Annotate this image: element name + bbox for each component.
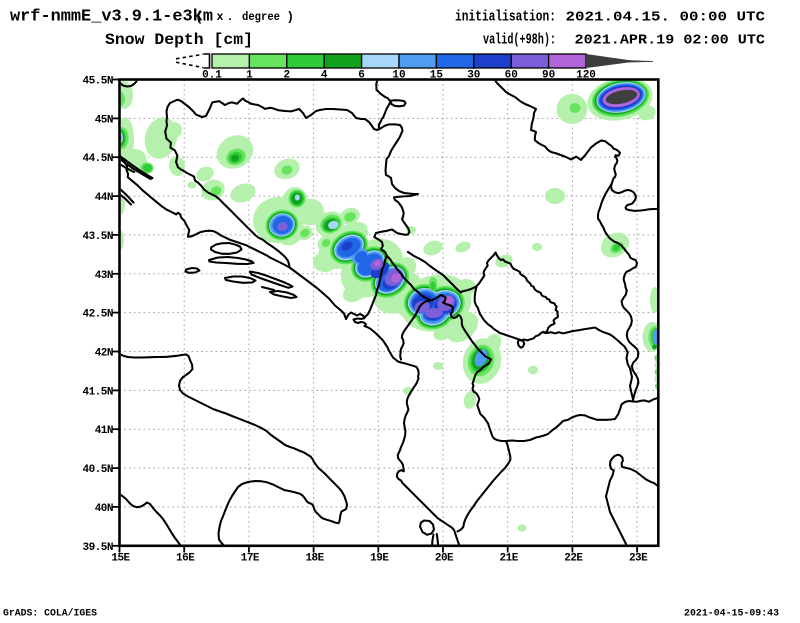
svg-text:22E: 22E: [564, 553, 583, 565]
svg-text:45.5N: 45.5N: [82, 76, 113, 88]
svg-text:20E: 20E: [435, 553, 454, 565]
svg-text:23E: 23E: [629, 553, 648, 565]
svg-text:): ): [287, 11, 295, 25]
svg-text:2021.APR.19 02:00 UTC: 2021.APR.19 02:00 UTC: [575, 33, 766, 49]
svg-text:41N: 41N: [95, 425, 113, 437]
svg-text:2021.04.15. 00:00 UTC: 2021.04.15. 00:00 UTC: [566, 10, 766, 26]
svg-text:15E: 15E: [111, 553, 130, 565]
svg-text:16E: 16E: [176, 553, 195, 565]
svg-text:42N: 42N: [95, 348, 113, 360]
svg-text:1: 1: [246, 70, 253, 82]
svg-text:40N: 40N: [95, 503, 113, 515]
svg-text:x: x: [217, 11, 224, 24]
svg-text:18E: 18E: [305, 553, 324, 565]
svg-text:39.5N: 39.5N: [82, 542, 113, 554]
svg-text:17E: 17E: [241, 553, 260, 565]
svg-text:44N: 44N: [95, 192, 113, 204]
svg-text:43N: 43N: [95, 270, 113, 282]
svg-text:degree: degree: [242, 11, 280, 24]
svg-text:.: .: [227, 11, 234, 24]
svg-text:41.5N: 41.5N: [82, 386, 113, 398]
svg-text:valid(+98h):: valid(+98h):: [483, 33, 556, 49]
svg-text:40.5N: 40.5N: [82, 464, 113, 476]
svg-text:42.5N: 42.5N: [82, 309, 113, 321]
svg-text:43.5N: 43.5N: [82, 231, 113, 243]
svg-text:6: 6: [358, 70, 365, 82]
svg-text:2021-04-15-09:43: 2021-04-15-09:43: [684, 609, 779, 619]
svg-text:GrADS: COLA/IGES: GrADS: COLA/IGES: [3, 608, 97, 619]
svg-text:44.5N: 44.5N: [82, 153, 113, 165]
svg-text:21E: 21E: [500, 553, 519, 565]
svg-text:wrf-nmmE_v3.9.1-e3km: wrf-nmmE_v3.9.1-e3km: [10, 7, 213, 26]
svg-text:initialisation:: initialisation:: [455, 10, 556, 26]
svg-text:2: 2: [283, 70, 290, 82]
svg-text:45N: 45N: [95, 114, 113, 126]
svg-text:4: 4: [321, 70, 328, 82]
svg-text:(: (: [195, 10, 203, 26]
svg-text:Snow Depth [cm]: Snow Depth [cm]: [105, 31, 253, 49]
svg-text:19E: 19E: [370, 553, 389, 565]
